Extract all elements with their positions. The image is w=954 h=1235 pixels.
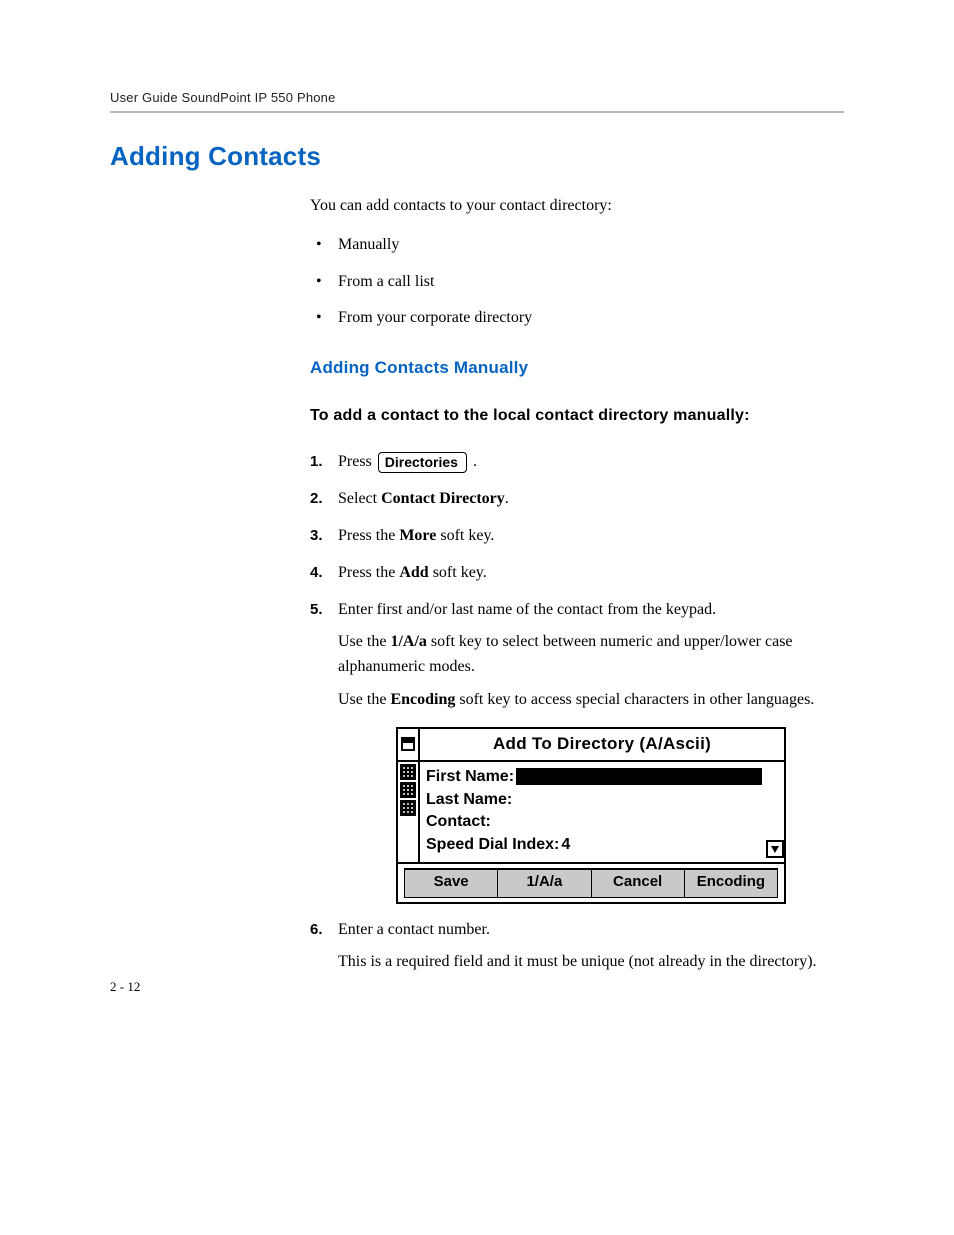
procedure-steps: Press Directories . Select Contact Direc… [310,450,844,975]
step-text: soft key. [436,527,494,544]
softkey-save: Save [404,868,498,897]
bullet-item: From your corporate directory [310,306,844,331]
subsection-heading: Adding Contacts Manually [310,355,844,381]
intro-paragraph: You can add contacts to your contact dir… [310,194,844,219]
keypad-icon [400,800,416,816]
bullet-item: From a call list [310,270,844,295]
step-text: soft key to access special characters in… [455,691,814,708]
directories-key-icon: Directories [378,452,467,473]
step-paragraph: Use the 1/A/a soft key to select between… [338,630,844,680]
step-text: Enter first and/or last name of the cont… [338,601,716,618]
keypad-icon [400,764,416,780]
step-bold: More [399,527,436,544]
softkey-encoding: Encoding [685,868,778,897]
step: Enter a contact number. This is a requir… [310,918,844,976]
step-bold: Contact Directory [381,490,505,507]
scroll-down-icon [766,840,784,858]
lcd-contact-label: Contact: [426,811,491,833]
header-rule [110,111,844,113]
lcd-speed-dial-value: 4 [561,834,570,856]
lcd-softkey-row: Save 1/A/a Cancel Encoding [398,868,784,901]
step-text: Press the [338,564,399,581]
lcd-first-name-label: First Name: [426,766,514,788]
step-bold: Add [399,564,428,581]
step-text: Use the [338,691,390,708]
step-text: . [469,453,477,470]
lcd-fields: First Name: Last Name: Contact: [420,762,766,862]
step-bold: 1/A/a [390,633,426,650]
lcd-first-name-input [516,768,762,785]
step-text: . [505,490,509,507]
softkey-mode: 1/A/a [498,868,591,897]
step-text: Enter a contact number. [338,921,490,938]
lcd-speed-dial-label: Speed Dial Index: [426,834,559,856]
procedure-heading: To add a contact to the local contact di… [310,404,844,429]
keypad-icon [400,782,416,798]
step-text: soft key. [429,564,487,581]
running-header: User Guide SoundPoint IP 550 Phone [110,90,844,105]
step: Press the More soft key. [310,524,844,549]
bullet-item: Manually [310,233,844,258]
step-text: Select [338,490,381,507]
lcd-side-icons [398,762,420,862]
step: Press Directories . [310,450,844,475]
lcd-scroll-area [766,762,784,862]
step-bold: Encoding [390,691,455,708]
step-paragraph: Use the Encoding soft key to access spec… [338,688,844,713]
step-text: Use the [338,633,390,650]
step-paragraph: This is a required field and it must be … [338,950,844,975]
step-text: Press [338,453,376,470]
lcd-title-icon [398,729,420,760]
step-text: Press the [338,527,399,544]
step: Select Contact Directory. [310,487,844,512]
section-heading: Adding Contacts [110,141,844,172]
intro-bullet-list: Manually From a call list From your corp… [310,233,844,331]
page-number: 2 - 12 [110,979,140,995]
step: Enter first and/or last name of the cont… [310,598,844,904]
phone-lcd-screenshot: Add To Directory (A/Ascii) First Name: [396,727,786,904]
lcd-title: Add To Directory (A/Ascii) [420,729,784,760]
softkey-cancel: Cancel [592,868,685,897]
lcd-last-name-label: Last Name: [426,789,512,811]
step: Press the Add soft key. [310,561,844,586]
